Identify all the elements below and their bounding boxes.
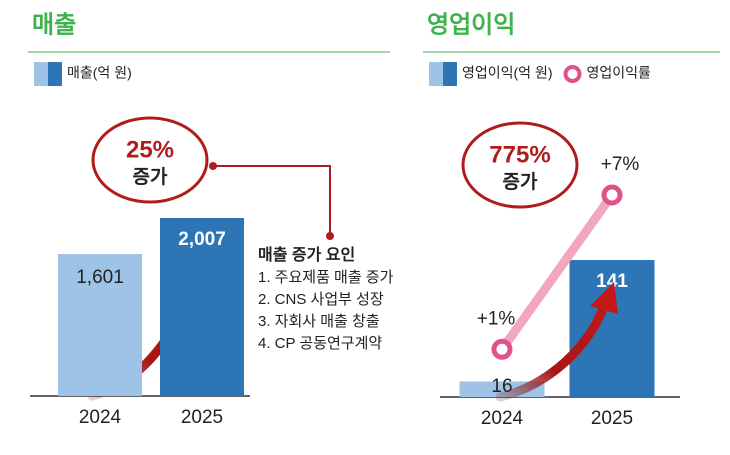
annotation-title: 매출 증가 요인: [258, 246, 355, 264]
legend-label: 매출(억 원): [67, 65, 132, 81]
bar-value-label: 2,007: [178, 229, 226, 250]
annotation-item: 2. CNS 사업부 성장: [258, 291, 384, 308]
callout-value: 775%: [489, 141, 550, 168]
line-marker: [491, 338, 513, 360]
callout-value: 25%: [126, 136, 174, 163]
bar: [569, 260, 655, 397]
x-tick-label: 2024: [481, 408, 524, 429]
legend-swatch: [429, 62, 443, 86]
connector-dot: [326, 232, 334, 240]
annotation-item: 3. 자회사 매출 창출: [258, 313, 380, 330]
bar-value-label: 141: [596, 271, 628, 292]
growth-arrow-head: [590, 282, 618, 314]
annotation-item: 1. 주요제품 매출 증가: [258, 269, 394, 286]
callout-label: 증가: [133, 166, 168, 188]
legend-swatch: [48, 62, 62, 86]
legend-swatch: [34, 62, 48, 86]
x-tick-label: 2025: [181, 407, 223, 428]
legend-label: 영업이익률: [587, 65, 652, 81]
callout-ellipse: [91, 116, 209, 204]
line-value-label: +1%: [477, 308, 516, 329]
line-marker: [601, 184, 623, 206]
panel-title: 매출: [32, 11, 76, 38]
bar: [160, 218, 244, 396]
callout-label: 증가: [503, 171, 538, 193]
legend-marker: [563, 65, 582, 83]
panel-title: 영업이익: [427, 11, 515, 38]
callout-ellipse: [461, 121, 579, 209]
line-value-label: +7%: [601, 154, 640, 175]
annotation-item: 4. CP 공동연구계약: [258, 335, 382, 352]
legend-label: 영업이익(억 원): [462, 65, 553, 81]
line: [498, 192, 616, 352]
legend-swatch: [443, 62, 457, 86]
growth-arrow: [495, 301, 609, 402]
x-tick-label: 2024: [79, 407, 122, 428]
bar: [58, 254, 142, 396]
bar-value-label: 1,601: [76, 267, 124, 288]
connector: [213, 165, 331, 236]
x-tick-label: 2025: [591, 408, 633, 429]
connector-dot: [209, 162, 217, 170]
